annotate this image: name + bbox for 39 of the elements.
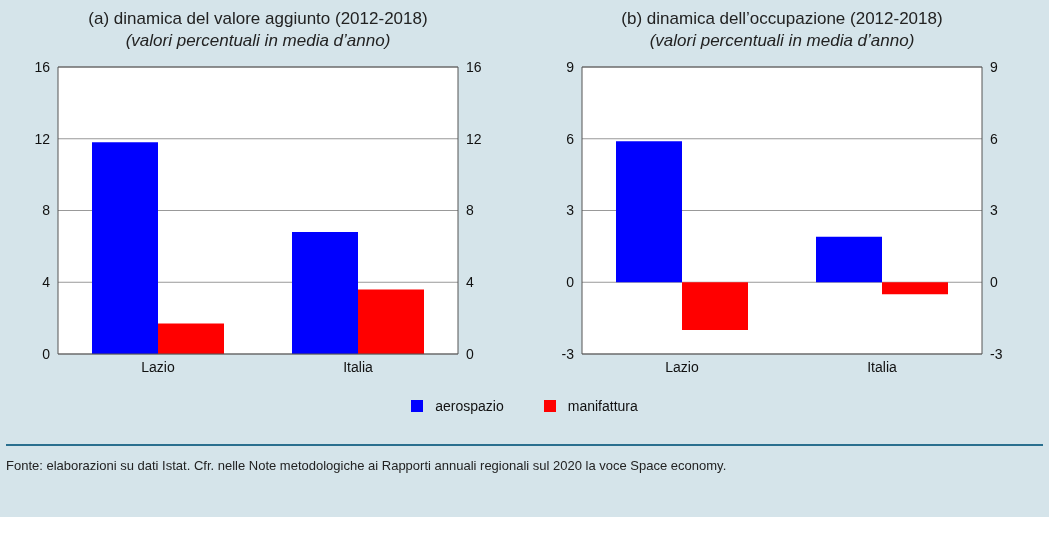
y2-tick-label: 4 (466, 274, 474, 291)
x-tick-label: Lazio (141, 358, 175, 375)
bar (92, 142, 158, 354)
chart-title: (b) dinamica dell’occupazione (2012-2018) (620, 8, 944, 30)
legend-label: manifattura (567, 398, 638, 414)
bar (358, 289, 424, 354)
y-tick-label: 0 (42, 345, 51, 362)
bar (158, 323, 224, 354)
bar (616, 141, 682, 283)
x-tick-label: Italia (867, 358, 897, 375)
y-tick-label: 0 (566, 274, 575, 291)
y2-tick-label: 0 (990, 274, 998, 291)
y-tick-label: 3 (566, 202, 575, 219)
y-tick-label: -3 (561, 345, 575, 362)
y-tick-label: 9 (566, 58, 575, 75)
y2-tick-label: 6 (990, 130, 998, 147)
y2-tick-label: 0 (466, 345, 474, 362)
y2-tick-label: 16 (466, 58, 482, 75)
bar (882, 282, 948, 295)
x-tick-label: Italia (343, 358, 373, 375)
y-tick-label: 8 (42, 202, 51, 219)
source-note: Fonte: elaborazioni su dati Istat. Cfr. nelle Note metodologiche ai Rapporti annuali regionali sul 2020 la voce Space economy. (6, 458, 728, 473)
y2-tick-label: 9 (990, 58, 998, 75)
y-tick-label: 12 (34, 130, 51, 147)
y2-tick-label: -3 (990, 345, 1003, 362)
bar (292, 232, 358, 354)
legend-label: aerospazio (435, 398, 504, 414)
chart-title: (a) dinamica del valore aggiunto (2012-2018) (87, 8, 429, 30)
y2-tick-label: 12 (466, 130, 482, 147)
chart-subtitle: (valori percentuali in media d’anno) (648, 30, 916, 52)
x-tick-label: Lazio (665, 358, 699, 375)
y-tick-label: 4 (42, 274, 51, 291)
bar (816, 236, 882, 283)
y2-tick-label: 3 (990, 202, 998, 219)
bar (682, 282, 748, 331)
y2-tick-label: 8 (466, 202, 474, 219)
y-tick-label: 16 (34, 58, 51, 75)
chart-subtitle: (valori percentuali in media d’anno) (124, 30, 392, 52)
y-tick-label: 6 (566, 130, 575, 147)
